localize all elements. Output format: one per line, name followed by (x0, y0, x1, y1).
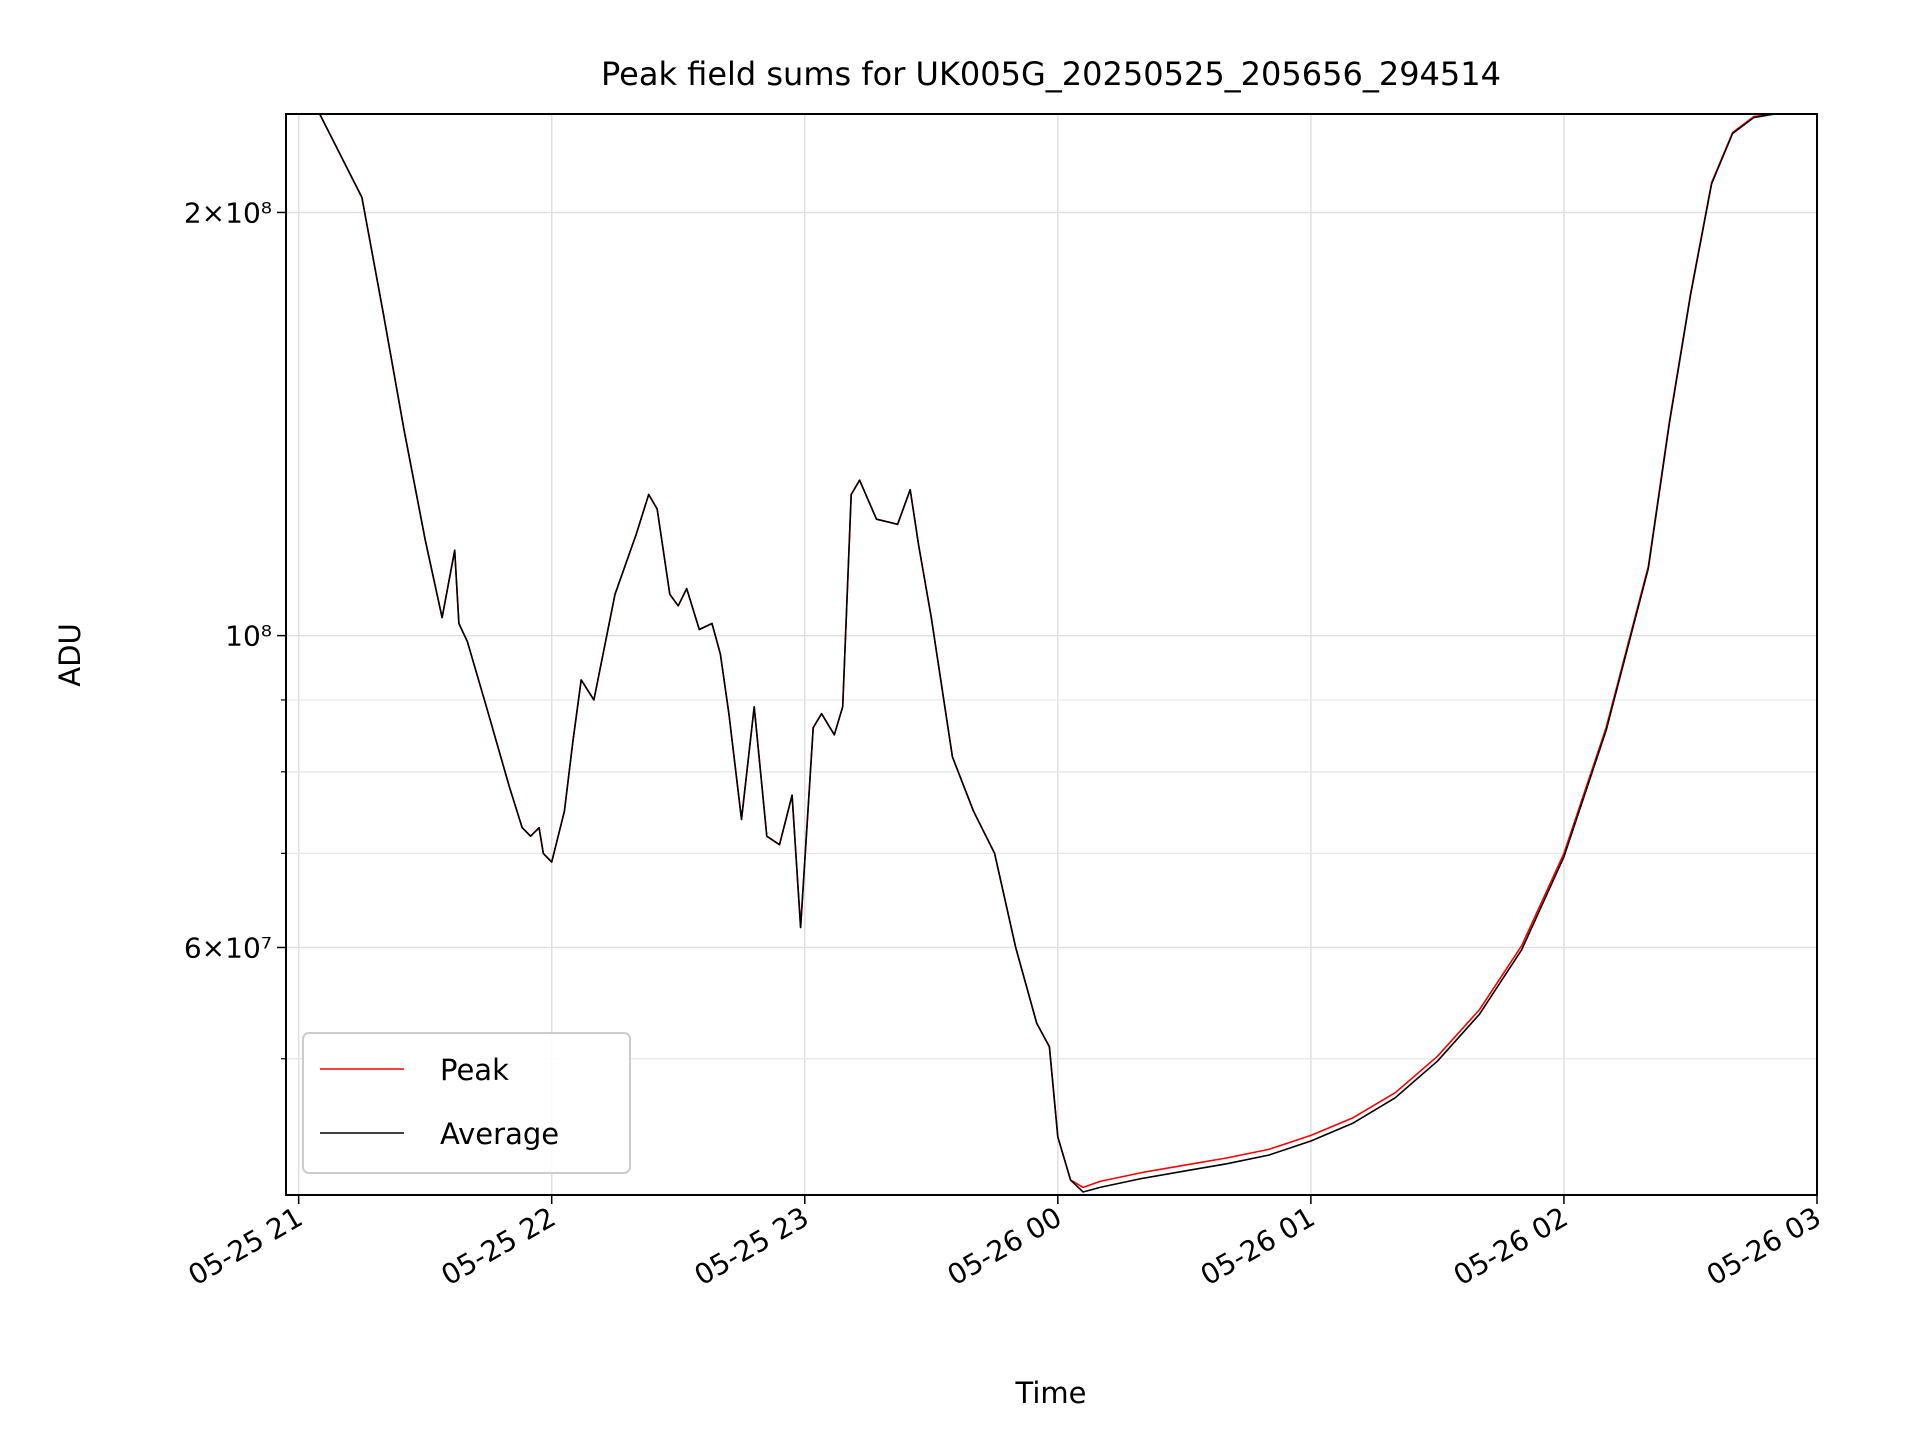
y-tick-label: 10⁸ (225, 620, 272, 653)
plot-frame (285, 113, 1818, 1196)
y-tick-label: 6×10⁷ (184, 931, 272, 964)
chart-title: Peak field sums for UK005G_20250525_2056… (601, 55, 1501, 93)
legend: Peak Average (302, 1032, 631, 1174)
legend-average-label: Average (440, 1117, 559, 1151)
y-tick-label: 2×10⁸ (184, 196, 272, 229)
series-lines (286, 113, 1775, 1193)
series-line-average (286, 113, 1775, 1193)
y-axis-label: ADU (53, 623, 87, 686)
legend-box (302, 1032, 631, 1174)
x-axis-label: Time (1015, 1376, 1087, 1410)
legend-peak-label: Peak (440, 1053, 509, 1087)
grid-lines (286, 114, 1818, 1195)
